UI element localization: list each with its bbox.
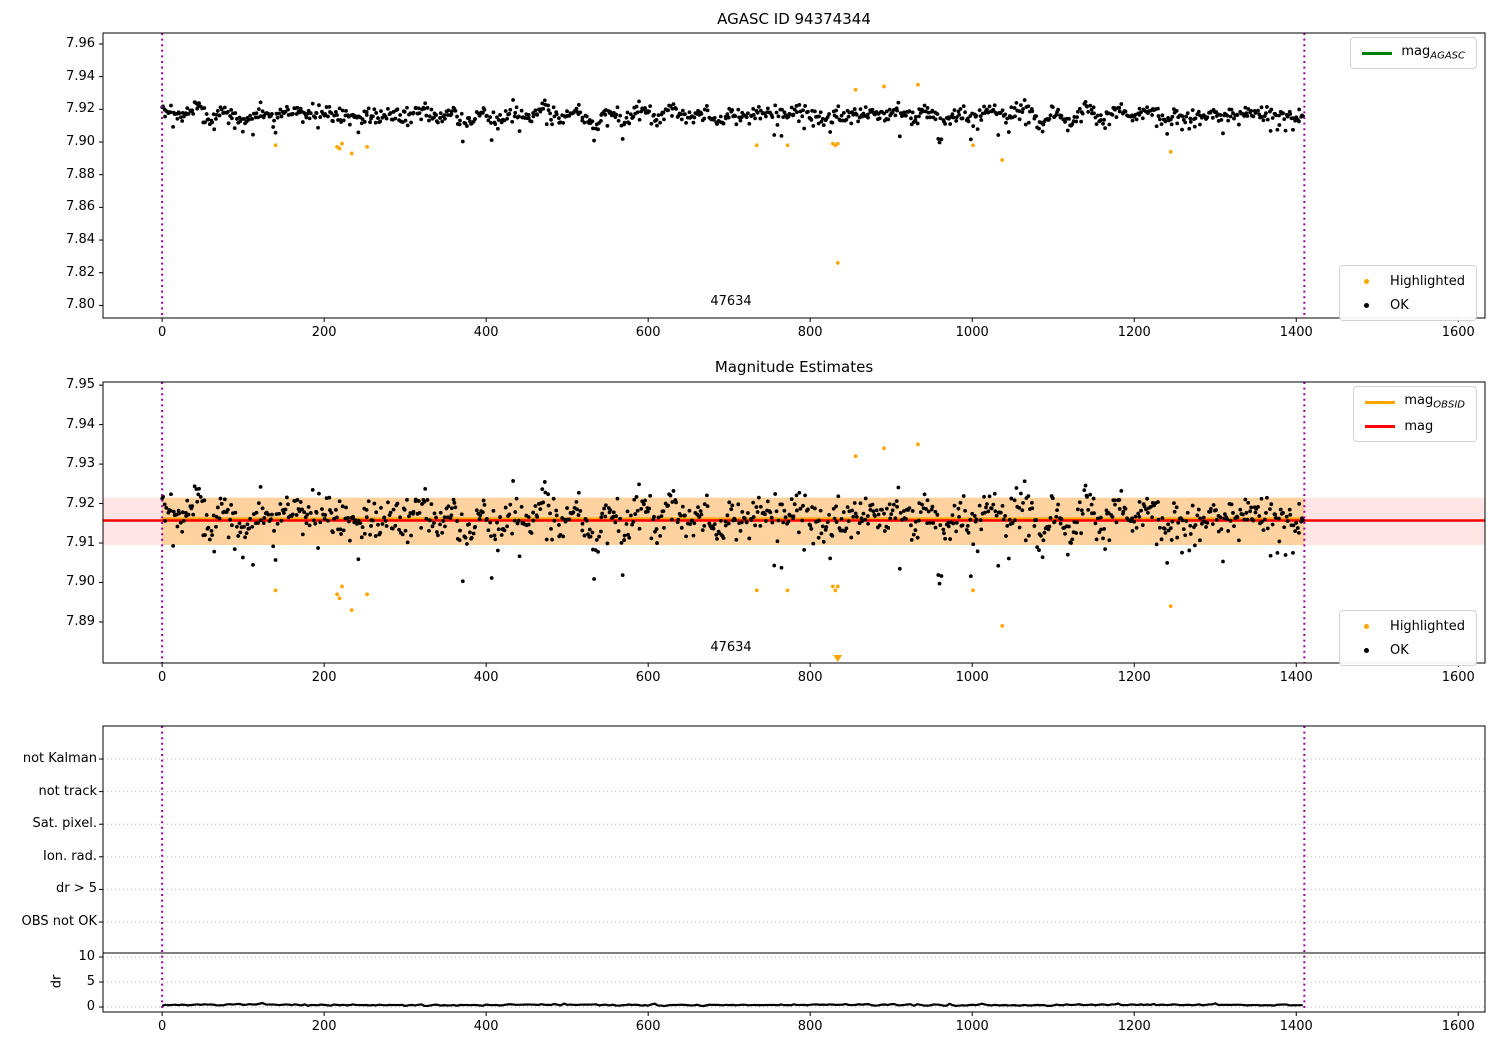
legend-panel2-points: Highlighted OK — [1339, 610, 1477, 666]
ok-label: OK — [1390, 642, 1409, 658]
y-tick-label: 7.82 — [66, 264, 95, 280]
dr-tick-label: 0 — [86, 999, 95, 1014]
flag-category-label: Ion. rad. — [43, 848, 97, 864]
flag-category-label: not track — [38, 783, 97, 799]
mag-line-swatch — [1365, 424, 1396, 428]
legend-panel1-points: Highlighted OK — [1339, 265, 1477, 321]
x-tick-label: 400 — [473, 670, 499, 685]
y-tick-label: 7.90 — [66, 133, 95, 149]
x-tick-label: 200 — [311, 325, 337, 340]
x-tick-label: 1000 — [955, 1019, 989, 1034]
dr-tick-label: 10 — [78, 949, 95, 964]
panel1-title: AGASC ID 94374344 — [717, 10, 871, 28]
legend-row-highlighted: Highlighted — [1351, 618, 1465, 634]
flag-category-label: OBS not OK — [21, 914, 98, 929]
x-tick-label: 600 — [635, 1019, 661, 1034]
x-tick-label: 1000 — [955, 670, 989, 685]
x-tick-label: 1000 — [955, 325, 989, 340]
x-tick-label: 1600 — [1441, 1019, 1475, 1034]
panel1-obsid-annotation: 47634 — [710, 294, 752, 309]
x-tick-label: 200 — [311, 670, 337, 685]
y-tick-label: 7.92 — [66, 101, 95, 117]
y-tick-label: 7.94 — [66, 68, 95, 84]
y-tick-label: 7.91 — [66, 535, 95, 551]
x-tick-label: 0 — [157, 670, 167, 685]
mag-obsid-line-swatch — [1365, 400, 1396, 404]
highlighted-dot-swatch — [1351, 278, 1381, 284]
x-tick-label: 1200 — [1117, 1019, 1151, 1034]
legend-row-ok: OK — [1351, 297, 1465, 313]
x-tick-label: 800 — [797, 325, 823, 340]
mag-label: mag — [1404, 418, 1434, 434]
x-tick-label: 0 — [157, 1019, 167, 1034]
flag-category-label: Sat. pixel. — [32, 816, 97, 832]
mag-agasc-label: magAGASC — [1401, 44, 1465, 62]
x-tick-label: 1600 — [1441, 670, 1475, 685]
x-tick-label: 1200 — [1117, 325, 1151, 340]
y-tick-label: 7.92 — [66, 495, 95, 511]
ok-dot-swatch — [1351, 647, 1381, 653]
mag-agasc-line-swatch — [1362, 51, 1393, 55]
panel2-title: Magnitude Estimates — [714, 358, 874, 376]
x-tick-label: 1200 — [1117, 670, 1151, 685]
highlighted-label: Highlighted — [1390, 273, 1465, 289]
legend-row-highlighted: Highlighted — [1351, 273, 1465, 289]
y-tick-label: 7.96 — [66, 35, 95, 51]
x-tick-label: 1400 — [1279, 1019, 1313, 1034]
y-tick-label: 7.89 — [66, 613, 95, 629]
x-tick-label: 200 — [311, 1019, 337, 1034]
x-tick-label: 800 — [797, 1019, 823, 1034]
y-tick-label: 7.88 — [66, 166, 95, 182]
x-tick-label: 400 — [473, 1019, 499, 1034]
y-tick-label: 7.84 — [66, 232, 95, 248]
y-tick-label: 7.95 — [66, 377, 95, 393]
y-tick-label: 7.80 — [66, 297, 95, 313]
y-tick-label: 7.94 — [66, 416, 95, 432]
x-tick-label: 1400 — [1279, 670, 1313, 685]
panel2-obsid-annotation: 47634 — [710, 640, 752, 655]
legend-row-mag-obsid: magOBSID — [1365, 393, 1465, 411]
y-tick-label: 7.93 — [66, 456, 95, 472]
flag-category-label: dr > 5 — [55, 881, 97, 897]
x-tick-label: 0 — [157, 325, 167, 340]
dr-tick-label: 5 — [86, 974, 95, 989]
x-tick-label: 600 — [635, 670, 661, 685]
legend-row-ok: OK — [1351, 642, 1465, 658]
x-tick-label: 400 — [473, 325, 499, 340]
legend-mag-lines: magOBSID mag — [1353, 386, 1477, 442]
mag-obsid-label: magOBSID — [1404, 393, 1465, 411]
x-tick-label: 600 — [635, 325, 661, 340]
x-tick-label: 1400 — [1279, 325, 1313, 340]
y-tick-label: 7.90 — [66, 574, 95, 590]
y-tick-label: 7.86 — [66, 199, 95, 215]
highlighted-label: Highlighted — [1390, 618, 1465, 634]
x-tick-label: 1600 — [1441, 325, 1475, 340]
legend-mag-agasc: magAGASC — [1350, 37, 1477, 69]
ok-dot-swatch — [1351, 302, 1381, 308]
highlighted-dot-swatch — [1351, 623, 1381, 629]
ok-label: OK — [1390, 297, 1409, 313]
legend-row-mag-agasc: magAGASC — [1362, 44, 1465, 62]
flag-category-label: not Kalman — [22, 751, 97, 766]
x-tick-label: 800 — [797, 670, 823, 685]
legend-row-mag: mag — [1365, 418, 1465, 434]
